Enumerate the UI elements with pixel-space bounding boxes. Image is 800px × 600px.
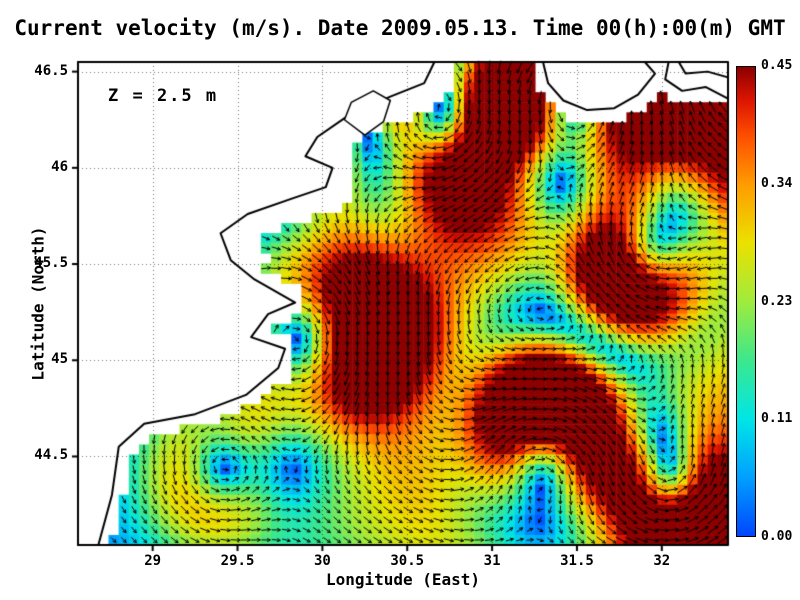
x-tick-label: 31.5 <box>560 553 594 569</box>
x-tick-label: 30.5 <box>390 553 425 569</box>
x-tick-label: 30 <box>313 553 331 569</box>
colorbar-tick-label: 0.00 <box>761 529 793 544</box>
y-tick-label: 44.5 <box>34 447 68 464</box>
x-tick-label: 29.5 <box>220 553 255 569</box>
colorbar-tick-label: 0.23 <box>761 293 793 309</box>
y-tick-label: 46.5 <box>34 62 68 79</box>
y-tick-label: 46 <box>51 158 68 175</box>
y-tick-label: 45.5 <box>34 255 68 272</box>
y-tick-label: 45 <box>51 351 68 368</box>
chart-title: Current velocity (m/s). Date 2009.05.13.… <box>14 16 786 40</box>
colorbar-tick-label: 0.34 <box>761 175 793 191</box>
colorbar <box>736 66 756 537</box>
x-tick-label: 32 <box>653 553 671 569</box>
x-tick-label: 29 <box>144 553 162 569</box>
x-tick-label: 31 <box>483 553 501 569</box>
depth-annotation: Z = 2.5 m <box>108 86 219 106</box>
colorbar-tick-label: 0.11 <box>761 411 793 427</box>
colorbar-tick-label: 0.45 <box>761 58 793 73</box>
y-axis-label: Latitude (North) <box>28 226 48 381</box>
x-axis-label: Longitude (East) <box>325 570 481 589</box>
